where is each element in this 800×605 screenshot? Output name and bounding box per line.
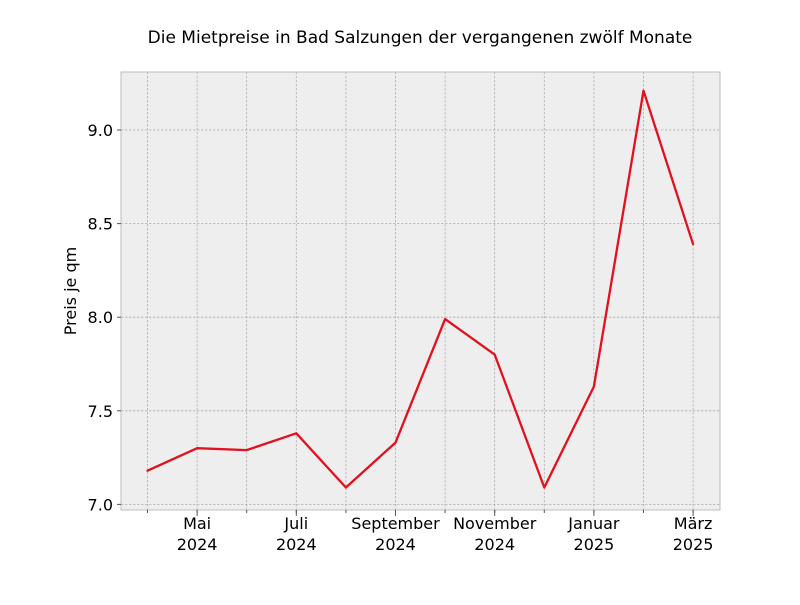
x-tick-label-year: 2024 <box>276 535 317 554</box>
x-tick-label-year: 2025 <box>574 535 615 554</box>
plot-area <box>121 72 720 510</box>
x-tick-label-month: März <box>674 514 713 533</box>
y-tick-label: 7.0 <box>88 495 113 514</box>
y-tick-label: 8.0 <box>88 308 113 327</box>
x-tick-label-year: 2024 <box>375 535 416 554</box>
y-tick-label: 8.5 <box>88 215 113 234</box>
y-axis-label: Preis je qm <box>61 247 80 335</box>
x-tick-label-month: November <box>453 514 537 533</box>
y-tick-label: 7.5 <box>88 402 113 421</box>
y-axis: 7.0 7.5 8.0 8.5 9.0 <box>88 121 121 514</box>
x-tick-label-month: Mai <box>183 514 211 533</box>
x-axis: Mai 2024 Juli 2024 September 2024 November 2024… <box>148 510 714 554</box>
x-tick-label-month: September <box>351 514 440 533</box>
x-tick-label-month: Januar <box>567 514 620 533</box>
x-tick-label-year: 2024 <box>177 535 218 554</box>
x-tick-label-month: Juli <box>283 514 308 533</box>
x-tick-label-year: 2024 <box>474 535 515 554</box>
x-tick-label-year: 2025 <box>673 535 714 554</box>
y-tick-label: 9.0 <box>88 121 113 140</box>
chart-title: Die Mietpreise in Bad Salzungen der verg… <box>148 28 693 48</box>
